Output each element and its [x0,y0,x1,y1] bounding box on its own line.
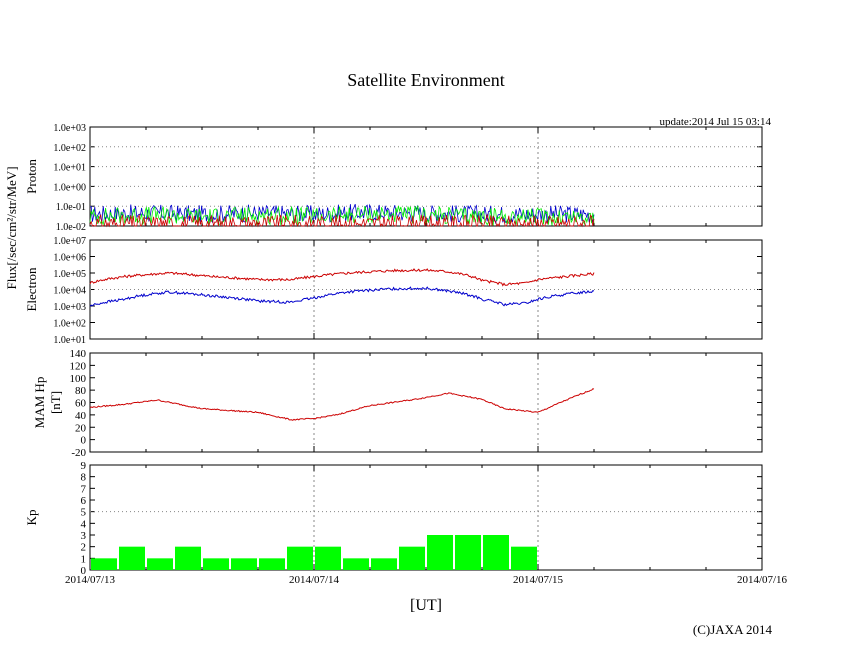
plot-panels: 1.0e-021.0e-011.0e+001.0e+011.0e+021.0e+… [24,123,788,586]
copyright: (C)JAXA 2014 [693,622,773,637]
kp-bar [371,558,397,570]
electron-ytick-label: 1.0e+05 [53,269,86,280]
proton-ytick-label: 1.0e+02 [53,143,86,154]
kp-bar [231,558,257,570]
hp-red-line [89,388,595,421]
proton-ytick-label: 1.0e+03 [53,123,86,134]
x-tick-label: 2014/07/15 [513,574,564,586]
mam-hp-ytick-label: 120 [70,360,87,372]
electron-ytick-label: 1.0e+03 [53,302,86,313]
kp-ytick-label: 0 [81,565,87,577]
kp-ytick-label: 7 [81,483,87,495]
shared-flux-label: Flux[/sec/cm²/str/MeV] [4,166,19,289]
kp-ytick-label: 9 [81,460,87,472]
proton-ytick-label: 1.0e-02 [56,222,86,233]
proton-red-line [89,213,595,228]
mam-hp-ytick-label: 140 [70,348,87,360]
kp-bar [175,546,201,570]
electron-blue-line [89,286,595,307]
proton-ytick-label: 1.0e+00 [53,182,86,193]
electron-ytick-label: 1.0e+02 [53,319,86,330]
electron-ylabel: Electron [24,267,39,312]
proton-ytick-label: 1.0e-01 [56,202,86,213]
x-tick-label: 2014/07/13 [65,574,116,586]
kp-bar [91,558,117,570]
mam-hp-ylabel: MAM Hp [32,377,47,429]
kp-ytick-label: 3 [81,530,87,542]
kp-bar [399,546,425,570]
mam-hp-ylabel-unit: [nT] [48,391,63,414]
electron-red-line [89,268,595,287]
proton-ylabel: Proton [24,159,39,194]
kp-ytick-label: 4 [81,518,87,530]
electron-panel: 1.0e+01 1.0e+02 1.0e+03 1.0e+04 1.0e+05 1.0e+… [24,236,763,346]
kp-ytick-label: 8 [81,472,87,484]
kp-bar [315,546,341,570]
kp-bar [483,535,509,570]
kp-bar [259,558,285,570]
electron-ytick-label: 1.0e+06 [53,253,86,264]
kp-bar [203,558,229,570]
mam-hp-ytick-label: 0 [81,435,87,447]
update-timestamp: update:2014 Jul 15 03:14 [659,116,771,128]
proton-panel: 1.0e-02 1.0e-01 1.0e+00 1.0e+01 1.0e+02 1.0e+… [24,123,763,233]
kp-bar [427,535,453,570]
electron-ytick-label: 1.0e+04 [53,286,86,297]
mam-hp-ytick-label: -20 [71,447,86,459]
kp-bar [119,546,145,570]
mam-hp-ytick-label: 60 [75,398,87,410]
mam-hp-ytick-label: 20 [75,422,87,434]
mam-hp-ytick-label: 80 [75,385,87,397]
proton-ytick-label: 1.0e+01 [53,163,86,174]
electron-ytick-label: 1.0e+07 [53,236,86,247]
x-axis-label: [UT] [410,597,442,614]
kp-ytick-label: 2 [81,542,87,554]
kp-bar [455,535,481,570]
electron-ytick-label: 1.0e+01 [53,335,86,346]
kp-bar [511,546,537,570]
chart-title: Satellite Environment [347,70,504,90]
x-tick-label: 2014/07/14 [289,574,340,586]
kp-bar [147,558,173,570]
mam-hp-ytick-label: 40 [75,410,87,422]
proton-green-line [89,205,595,226]
x-tick-label: 2014/07/16 [737,574,788,586]
kp-ytick-label: 6 [81,495,87,507]
kp-bar [343,558,369,570]
mam-hp-frame [89,352,763,453]
kp-ylabel: Kp [24,510,39,526]
kp-ytick-label: 1 [81,553,87,565]
kp-bar [287,546,313,570]
kp-ytick-label: 5 [81,507,87,519]
mam-hp-ytick-label: 100 [70,373,87,385]
